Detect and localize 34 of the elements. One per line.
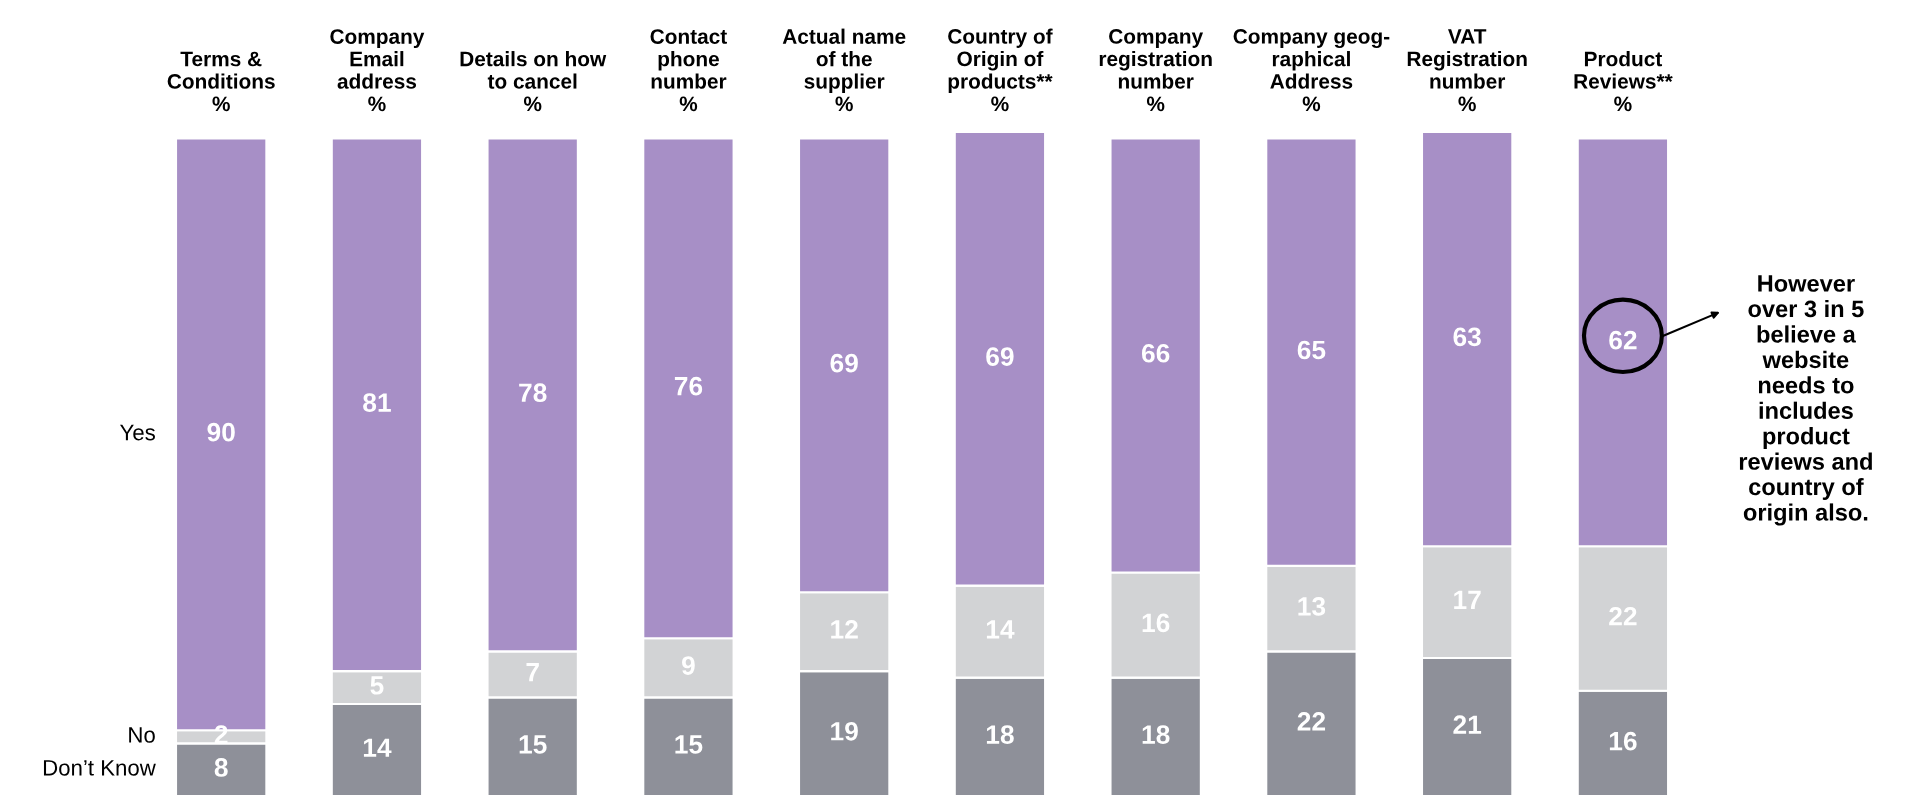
- data-label: 78: [519, 383, 547, 403]
- data-label: 63: [1453, 327, 1481, 347]
- data-label: 18: [1142, 725, 1170, 744]
- x-tick-label: Company Email address %: [330, 29, 425, 112]
- x-tick-label: Actual name of the supplier %: [782, 28, 906, 112]
- data-label: 8: [214, 758, 228, 777]
- data-label: 90: [207, 422, 235, 442]
- data-label: 18: [986, 725, 1014, 744]
- data-label: 81: [363, 393, 391, 412]
- data-label: 15: [519, 735, 547, 754]
- x-tick-label: Details on how to cancel %: [460, 51, 607, 112]
- data-label: 21: [1453, 715, 1482, 734]
- data-label: 65: [1297, 340, 1326, 360]
- x-tick-label: Contact phone number %: [650, 29, 727, 112]
- x-tick-label: Company registration number %: [1099, 29, 1212, 112]
- x-tick-label: Terms & Conditions %: [167, 51, 275, 112]
- x-tick-label: VAT Registration number %: [1407, 29, 1527, 112]
- data-label: 62: [1609, 330, 1637, 350]
- series-label: Don’t Know: [43, 760, 156, 776]
- series-label: Yes: [120, 424, 155, 441]
- series-label: No: [129, 727, 155, 743]
- data-label: 76: [674, 376, 703, 396]
- data-label: 14: [363, 738, 392, 757]
- x-tick-label: Product Reviews** %: [1574, 51, 1673, 112]
- data-label: 15: [675, 735, 703, 754]
- data-label: 19: [831, 721, 858, 741]
- data-label: 69: [830, 353, 858, 373]
- x-tick-label: Company geog- raphical Address %: [1233, 29, 1390, 112]
- data-label: 16: [1609, 731, 1637, 751]
- data-label: 69: [986, 347, 1014, 366]
- data-label: 66: [1141, 343, 1170, 363]
- data-label: 22: [1297, 712, 1326, 731]
- text: However over 3 in 5 believe a website needs to includes product reviews and country of origin also.: [1739, 275, 1872, 526]
- x-tick-label: Country of Origin of products** %: [948, 28, 1053, 112]
